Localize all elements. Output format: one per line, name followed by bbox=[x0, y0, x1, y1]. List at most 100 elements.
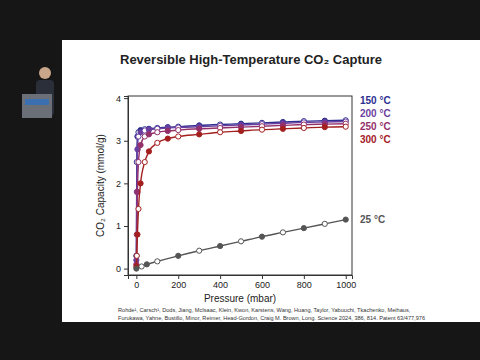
data-point bbox=[155, 130, 160, 135]
data-point bbox=[134, 189, 139, 194]
data-point bbox=[138, 181, 143, 186]
y-tick-label: 4 bbox=[116, 94, 121, 104]
data-point bbox=[165, 136, 170, 141]
y-axis-line bbox=[124, 97, 129, 276]
data-point bbox=[218, 243, 223, 248]
data-point bbox=[146, 132, 151, 137]
data-point bbox=[134, 232, 139, 237]
y-tick-label: 2 bbox=[116, 179, 121, 189]
data-point bbox=[280, 126, 285, 131]
data-point bbox=[135, 232, 140, 237]
data-point bbox=[322, 221, 327, 226]
data-point bbox=[176, 134, 181, 139]
data-point bbox=[197, 132, 202, 137]
data-point bbox=[139, 264, 144, 269]
y-tick: 0 bbox=[116, 264, 128, 274]
y-tick-mark bbox=[124, 98, 128, 99]
data-point bbox=[144, 262, 149, 267]
x-tick-mark bbox=[304, 275, 305, 279]
x-tick-mark bbox=[220, 275, 221, 279]
series-label: 300 °C bbox=[360, 134, 391, 145]
data-point bbox=[259, 127, 264, 132]
x-tick-label: 1000 bbox=[336, 280, 356, 290]
data-point bbox=[238, 239, 243, 244]
series-line bbox=[136, 220, 345, 269]
x-tick: 600 bbox=[255, 275, 270, 290]
y-tick-label: 3 bbox=[116, 136, 121, 146]
x-tick: 400 bbox=[213, 275, 228, 290]
data-point bbox=[155, 259, 160, 264]
x-tick-label: 600 bbox=[255, 280, 270, 290]
podium bbox=[22, 94, 52, 118]
x-tick-mark bbox=[346, 275, 347, 279]
x-tick-label: 800 bbox=[297, 280, 312, 290]
plot-marks bbox=[134, 118, 349, 272]
data-point bbox=[134, 253, 139, 258]
series-line bbox=[136, 127, 345, 267]
data-point bbox=[218, 130, 223, 135]
data-point bbox=[176, 253, 181, 258]
data-point bbox=[197, 248, 202, 253]
data-point bbox=[343, 217, 348, 222]
data-point bbox=[259, 234, 264, 239]
x-axis: 0 200 400 600 800 1000 bbox=[129, 275, 357, 290]
series-label: 200 °C bbox=[360, 108, 391, 119]
data-point bbox=[155, 140, 160, 145]
y-tick: 4 bbox=[116, 94, 128, 104]
data-point bbox=[138, 142, 143, 147]
x-tick: 1000 bbox=[336, 275, 356, 290]
data-point bbox=[142, 159, 147, 164]
data-point bbox=[134, 253, 139, 258]
citation: Rohde¹, Carsch¹, Dods, Jiang, McIsaac, K… bbox=[118, 307, 411, 313]
x-tick: 800 bbox=[297, 275, 312, 290]
data-point bbox=[134, 266, 139, 271]
slide bbox=[62, 40, 480, 322]
data-point bbox=[146, 126, 151, 131]
y-axis: 0 1 2 3 4 bbox=[116, 94, 129, 276]
data-point bbox=[176, 127, 181, 132]
series-line bbox=[136, 122, 345, 261]
data-point bbox=[197, 126, 202, 131]
series-label: 250 °C bbox=[360, 121, 391, 132]
y-tick-mark bbox=[124, 269, 128, 270]
data-point bbox=[322, 125, 327, 130]
data-point bbox=[146, 149, 151, 154]
speaker bbox=[22, 67, 54, 118]
podium-sign bbox=[25, 99, 49, 105]
x-tick-label: 200 bbox=[171, 280, 186, 290]
data-point bbox=[280, 230, 285, 235]
y-tick-mark bbox=[124, 226, 128, 227]
series-line bbox=[136, 120, 345, 256]
x-tick-label: 400 bbox=[213, 280, 228, 290]
x-tick: 0 bbox=[134, 275, 139, 290]
frame: Reversible High-Temperature CO₂ Capture 0… bbox=[0, 0, 480, 360]
title: Reversible High-Temperature CO₂ Capture bbox=[120, 52, 382, 67]
data-point bbox=[301, 125, 306, 130]
citation: Furukawa, Yahne, Bustillo, Minor, Reimer… bbox=[118, 315, 425, 321]
y-tick-mark bbox=[124, 141, 128, 142]
x-tick-mark bbox=[136, 275, 137, 279]
data-point bbox=[238, 128, 243, 133]
x-tick-mark bbox=[178, 275, 179, 279]
x-axis-title: Pressure (mbar) bbox=[204, 293, 276, 304]
x-tick-mark bbox=[262, 275, 263, 279]
y-tick: 3 bbox=[116, 136, 128, 146]
series-line bbox=[136, 124, 345, 265]
y-axis-title: CO₂ Capacity (mmol/g) bbox=[95, 134, 106, 237]
y-tick-label: 0 bbox=[116, 264, 121, 274]
data-point bbox=[136, 159, 141, 164]
y-tick: 1 bbox=[116, 221, 128, 231]
y-tick: 2 bbox=[116, 179, 128, 189]
y-tick-label: 1 bbox=[116, 221, 121, 231]
series-label: 150 °C bbox=[360, 95, 391, 106]
data-point bbox=[301, 226, 306, 231]
x-tick-label: 0 bbox=[134, 280, 139, 290]
y-tick-mark bbox=[124, 183, 128, 184]
background bbox=[0, 0, 480, 360]
plot-frame bbox=[128, 96, 352, 275]
x-tick: 200 bbox=[171, 275, 186, 290]
data-point bbox=[343, 124, 348, 129]
speaker-head bbox=[39, 67, 51, 79]
series-label: 25 °C bbox=[360, 214, 385, 225]
data-point bbox=[165, 128, 170, 133]
